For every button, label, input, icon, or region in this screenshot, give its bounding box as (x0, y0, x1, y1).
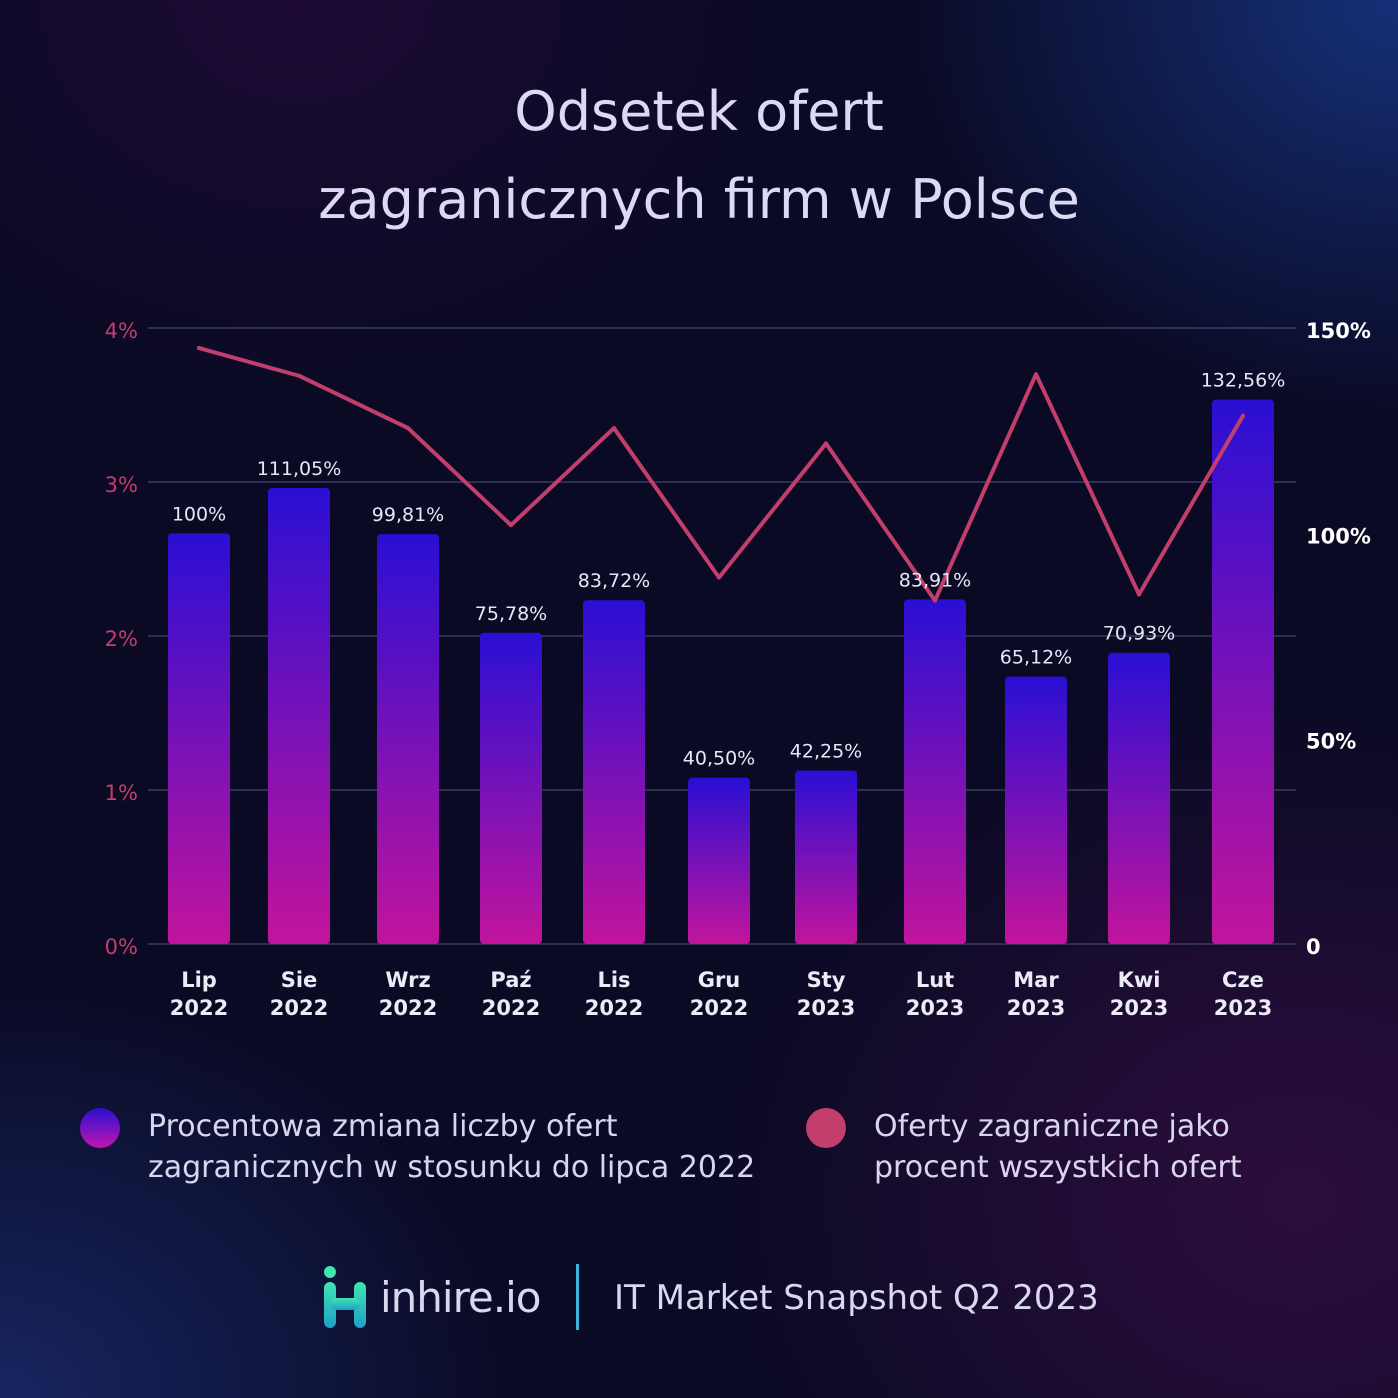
x-tick-label-month: Lis (597, 968, 630, 992)
y-left-tick-label: 3% (105, 473, 138, 497)
footer: inhire.io IT Market Snapshot Q2 2023 (0, 1262, 1398, 1332)
x-tick-label-month: Kwi (1118, 968, 1161, 992)
x-tick-label-year: 2023 (906, 996, 964, 1020)
x-tick-label-year: 2022 (690, 996, 748, 1020)
x-tick-label-month: Sty (807, 968, 846, 992)
bar-data-label: 70,93% (1103, 623, 1175, 645)
x-tick-label-year: 2022 (379, 996, 437, 1020)
inhire-logo-icon (324, 1266, 366, 1328)
x-tick-label-month: Lip (181, 968, 217, 992)
bar-data-label: 75,78% (475, 603, 547, 625)
chart-title-line-2: zagranicznych firm w Polsce (318, 168, 1080, 231)
legend-swatch-line (806, 1108, 846, 1148)
bar (583, 600, 645, 944)
bar (795, 770, 857, 944)
x-tick-label-year: 2023 (797, 996, 855, 1020)
x-tick-label-year: 2022 (270, 996, 328, 1020)
bar (168, 533, 230, 944)
bar-data-label: 99,81% (372, 504, 444, 526)
bar-data-label: 111,05% (257, 458, 342, 480)
line-point (297, 373, 301, 378)
x-tick-label-year: 2023 (1007, 996, 1065, 1020)
line-point (1241, 413, 1245, 418)
x-tick-label-month: Cze (1222, 968, 1264, 992)
bar-data-label: 132,56% (1201, 370, 1286, 392)
bar (268, 487, 330, 944)
legend-item-bars: Procentowa zmiana liczby ofert zagranicz… (80, 1106, 788, 1188)
line-point (933, 598, 937, 603)
footer-divider (576, 1264, 579, 1330)
bar (1108, 652, 1170, 944)
y-right-tick-label: 100% (1306, 524, 1371, 548)
line-point (197, 346, 201, 351)
bar-data-label: 42,25% (790, 740, 862, 762)
line-point (406, 426, 410, 431)
y-left-tick-label: 2% (105, 627, 138, 651)
chart-title-line-1: Odsetek ofert (514, 80, 884, 143)
bar-data-label: 83,72% (578, 570, 650, 592)
x-tick-label-month: Mar (1013, 968, 1059, 992)
bar (688, 777, 750, 944)
logo-wordmark: inhire.io (380, 1273, 541, 1322)
y-left-tick-label: 1% (105, 781, 138, 805)
bar-data-label: 83,91% (899, 569, 971, 591)
line-point (1034, 372, 1038, 377)
legend-item-line: Oferty zagraniczne jako procent wszystki… (806, 1106, 1314, 1188)
bar (1005, 676, 1067, 944)
bar (1212, 399, 1274, 945)
bar (480, 632, 542, 944)
x-tick-label-month: Gru (698, 968, 741, 992)
y-left-tick-label: 0% (105, 935, 138, 959)
bar-data-label: 65,12% (1000, 647, 1072, 669)
x-tick-label-month: Wrz (385, 968, 430, 992)
line-point (509, 523, 513, 528)
y-right-tick-label: 150% (1306, 319, 1371, 343)
line-point (824, 441, 828, 446)
x-tick-label-month: Lut (916, 968, 954, 992)
report-name: IT Market Snapshot Q2 2023 (614, 1278, 1099, 1318)
combo-chart: 0% 1% 2% 3% 4% 0 50% 100% 150% 100% Lip 2022 111,05… (105, 319, 1371, 1020)
legend-label-line: Oferty zagraniczne jako procent wszystki… (874, 1109, 1242, 1185)
line-point (1137, 592, 1141, 597)
bar (904, 599, 966, 944)
x-tick-label-year: 2023 (1110, 996, 1168, 1020)
x-tick-label-month: Paź (490, 968, 531, 992)
x-tick-label-month: Sie (281, 968, 318, 992)
legend-label-bars: Procentowa zmiana liczby ofert zagranicz… (148, 1109, 756, 1185)
x-tick-label-year: 2022 (482, 996, 540, 1020)
y-left-tick-label: 4% (105, 319, 138, 343)
y-right-tick-label: 0 (1306, 935, 1321, 959)
x-tick-label-year: 2022 (170, 996, 228, 1020)
line-point (612, 426, 616, 431)
bar-data-label: 100% (172, 503, 226, 525)
bar-data-label: 40,50% (683, 748, 755, 770)
x-tick-label-year: 2022 (585, 996, 643, 1020)
bar (377, 534, 439, 944)
chart-title: Odsetek ofert zagranicznych firm w Polsc… (0, 68, 1398, 244)
line-point (717, 575, 721, 580)
x-tick-label-year: 2023 (1214, 996, 1272, 1020)
legend-swatch-bars (80, 1108, 120, 1148)
line-series-path (197, 346, 1245, 603)
y-right-tick-label: 50% (1306, 730, 1356, 754)
